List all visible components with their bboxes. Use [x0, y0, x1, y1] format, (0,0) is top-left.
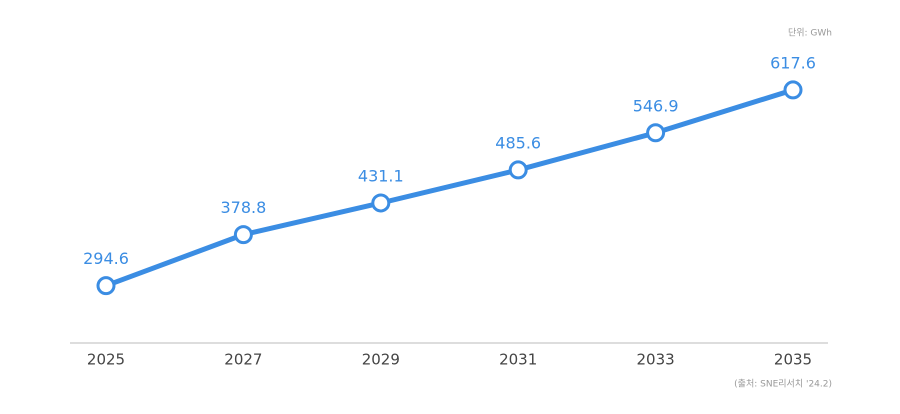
data-label: 294.6	[83, 249, 129, 268]
data-point	[508, 160, 528, 180]
source-note: (출처: SNE리서치 '24.2)	[734, 378, 832, 390]
data-line	[105, 87, 794, 289]
x-tick-label: 2031	[499, 351, 537, 369]
x-tick-label: 2035	[774, 351, 812, 369]
data-point	[371, 193, 391, 213]
data-label: 485.6	[495, 133, 541, 152]
data-label: 378.8	[220, 198, 266, 217]
data-label: 546.9	[633, 96, 679, 115]
x-tick-label: 2027	[224, 351, 262, 369]
x-tick-label: 2033	[637, 351, 675, 369]
data-point	[96, 276, 116, 296]
data-point	[783, 80, 803, 100]
data-point	[233, 225, 253, 245]
data-label: 617.6	[770, 53, 816, 72]
data-label: 431.1	[358, 166, 404, 185]
x-tick-label: 2029	[362, 351, 400, 369]
unit-note: 단위: GWh	[788, 28, 832, 39]
x-tick-label: 2025	[87, 351, 125, 369]
data-point	[646, 123, 666, 143]
